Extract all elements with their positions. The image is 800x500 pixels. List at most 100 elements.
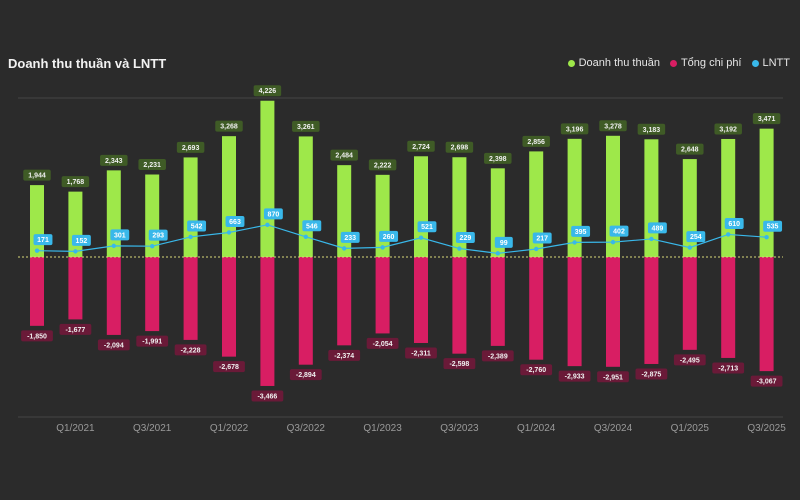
revenue-data-label: 1,944 bbox=[23, 169, 51, 181]
revenue-data-label-bg bbox=[253, 85, 282, 97]
revenue-data-label: 3,471 bbox=[752, 113, 781, 125]
profit-data-label-bg bbox=[417, 221, 437, 233]
profit-point bbox=[764, 235, 769, 240]
profit-data-label: 152 bbox=[71, 234, 91, 246]
cost-data-label-bg bbox=[21, 330, 53, 342]
revenue-bar bbox=[529, 151, 544, 257]
cost-bar bbox=[606, 257, 620, 367]
cost-data-label-bg bbox=[712, 362, 745, 374]
cost-data-label-text: -2,875 bbox=[641, 371, 661, 378]
cost-data-label-bg bbox=[673, 354, 706, 366]
cost-data-label-bg bbox=[635, 368, 668, 380]
profit-point bbox=[150, 243, 155, 249]
cost-data-label-bg bbox=[366, 337, 399, 349]
profit-data-label-bg bbox=[609, 225, 629, 237]
cost-data-label-text: -2,678 bbox=[219, 364, 239, 371]
revenue-bar bbox=[414, 156, 428, 257]
revenue-data-label-text: 4,226 bbox=[259, 88, 277, 95]
legend-label-cost: Tổng chi phí bbox=[680, 57, 742, 69]
legend-item-revenue[interactable]: Doanh thu thuần bbox=[567, 57, 660, 69]
profit-data-label-text: 233 bbox=[344, 235, 356, 242]
profit-data-label-bg bbox=[302, 220, 322, 232]
cost-bar bbox=[222, 257, 236, 357]
revenue-bar bbox=[682, 159, 697, 257]
revenue-data-label-bg bbox=[61, 176, 90, 188]
revenue-data-label: 2,231 bbox=[138, 159, 166, 171]
profit-data-label-bg bbox=[263, 208, 283, 220]
profit-data-label: 870 bbox=[263, 208, 283, 220]
revenue-data-label: 2,693 bbox=[176, 141, 205, 153]
revenue-data-label-text: 2,724 bbox=[412, 144, 430, 151]
cost-bar bbox=[375, 257, 390, 334]
cost-data-label-text: -2,933 bbox=[565, 374, 585, 381]
revenue-bar bbox=[183, 157, 198, 257]
profit-data-label-text: 254 bbox=[690, 234, 702, 241]
revenue-bar bbox=[222, 136, 236, 257]
profit-data-label: 546 bbox=[302, 220, 322, 232]
legend-item-cost[interactable]: Tổng chi phí bbox=[669, 57, 742, 69]
x-tick-label: Q1/2024 bbox=[517, 423, 556, 434]
revenue-data-label-bg bbox=[714, 123, 742, 135]
revenue-data-label: 2,484 bbox=[330, 149, 358, 161]
profit-point bbox=[226, 230, 232, 235]
revenue-data-label-text: 3,278 bbox=[604, 123, 622, 130]
profit-point bbox=[303, 234, 308, 240]
profit-data-label-bg bbox=[33, 234, 53, 246]
legend-dot-profit bbox=[751, 59, 759, 67]
revenue-data-label-bg bbox=[138, 159, 166, 171]
profit-data-label: 395 bbox=[571, 225, 591, 237]
cost-data-label-text: -2,374 bbox=[334, 353, 354, 360]
cost-data-label: -2,760 bbox=[520, 364, 553, 376]
x-tick-label: Q1/2022 bbox=[210, 423, 249, 434]
cost-data-label: -2,374 bbox=[328, 349, 361, 361]
profit-data-label: 402 bbox=[609, 225, 629, 237]
profit-data-label: 254 bbox=[686, 231, 706, 243]
profit-data-label-bg bbox=[379, 230, 399, 242]
profit-data-label-text: 152 bbox=[76, 238, 88, 245]
cost-data-label: -2,094 bbox=[97, 339, 130, 351]
cost-data-label: -1,991 bbox=[136, 335, 169, 347]
cost-data-label-text: -2,495 bbox=[680, 357, 700, 364]
profit-data-label: 217 bbox=[532, 232, 552, 244]
cost-data-label: -3,067 bbox=[750, 375, 783, 387]
revenue-data-label-bg bbox=[676, 143, 704, 155]
profit-data-label-text: 542 bbox=[191, 223, 203, 230]
revenue-data-label-bg bbox=[560, 123, 589, 135]
cost-bar bbox=[414, 257, 428, 343]
cost-data-label-text: -2,598 bbox=[449, 361, 469, 368]
revenue-data-label: 3,278 bbox=[599, 120, 627, 132]
cost-data-label: -3,466 bbox=[251, 390, 284, 402]
profit-data-label: 171 bbox=[33, 234, 53, 246]
profit-data-label-text: 546 bbox=[306, 223, 318, 230]
legend-item-profit[interactable]: LNTT bbox=[751, 57, 790, 69]
profit-data-label: 260 bbox=[379, 230, 399, 242]
cost-bar bbox=[145, 257, 160, 332]
revenue-data-label-text: 3,268 bbox=[220, 124, 238, 131]
cost-data-label: -2,933 bbox=[558, 370, 591, 382]
revenue-bar bbox=[375, 174, 390, 257]
profit-point bbox=[342, 246, 347, 251]
revenue-data-label: 3,268 bbox=[215, 120, 243, 132]
profit-data-label-text: 521 bbox=[421, 224, 433, 231]
cost-data-label-bg bbox=[328, 349, 361, 361]
revenue-data-label-text: 2,693 bbox=[182, 145, 200, 152]
profit-point bbox=[457, 246, 462, 251]
revenue-data-label: 2,222 bbox=[368, 159, 397, 171]
profit-point bbox=[111, 243, 117, 249]
profit-data-label-text: 395 bbox=[575, 229, 587, 236]
cost-data-label-text: -1,850 bbox=[27, 333, 47, 340]
profit-data-label: 521 bbox=[417, 221, 437, 233]
profit-data-label-bg bbox=[187, 220, 207, 232]
revenue-bar bbox=[260, 100, 275, 257]
profit-point bbox=[572, 240, 577, 245]
profit-data-label-bg bbox=[340, 231, 360, 243]
profit-data-label: 542 bbox=[187, 220, 207, 232]
profit-point bbox=[380, 245, 385, 250]
revenue-bar bbox=[337, 165, 352, 257]
cost-data-label-text: -1,991 bbox=[142, 339, 162, 346]
profit-data-label: 301 bbox=[110, 229, 130, 241]
legend: Doanh thu thuần Tổng chi phí LNTT bbox=[567, 57, 790, 69]
cost-data-label-bg bbox=[97, 339, 130, 351]
revenue-data-label: 4,226 bbox=[253, 85, 282, 97]
